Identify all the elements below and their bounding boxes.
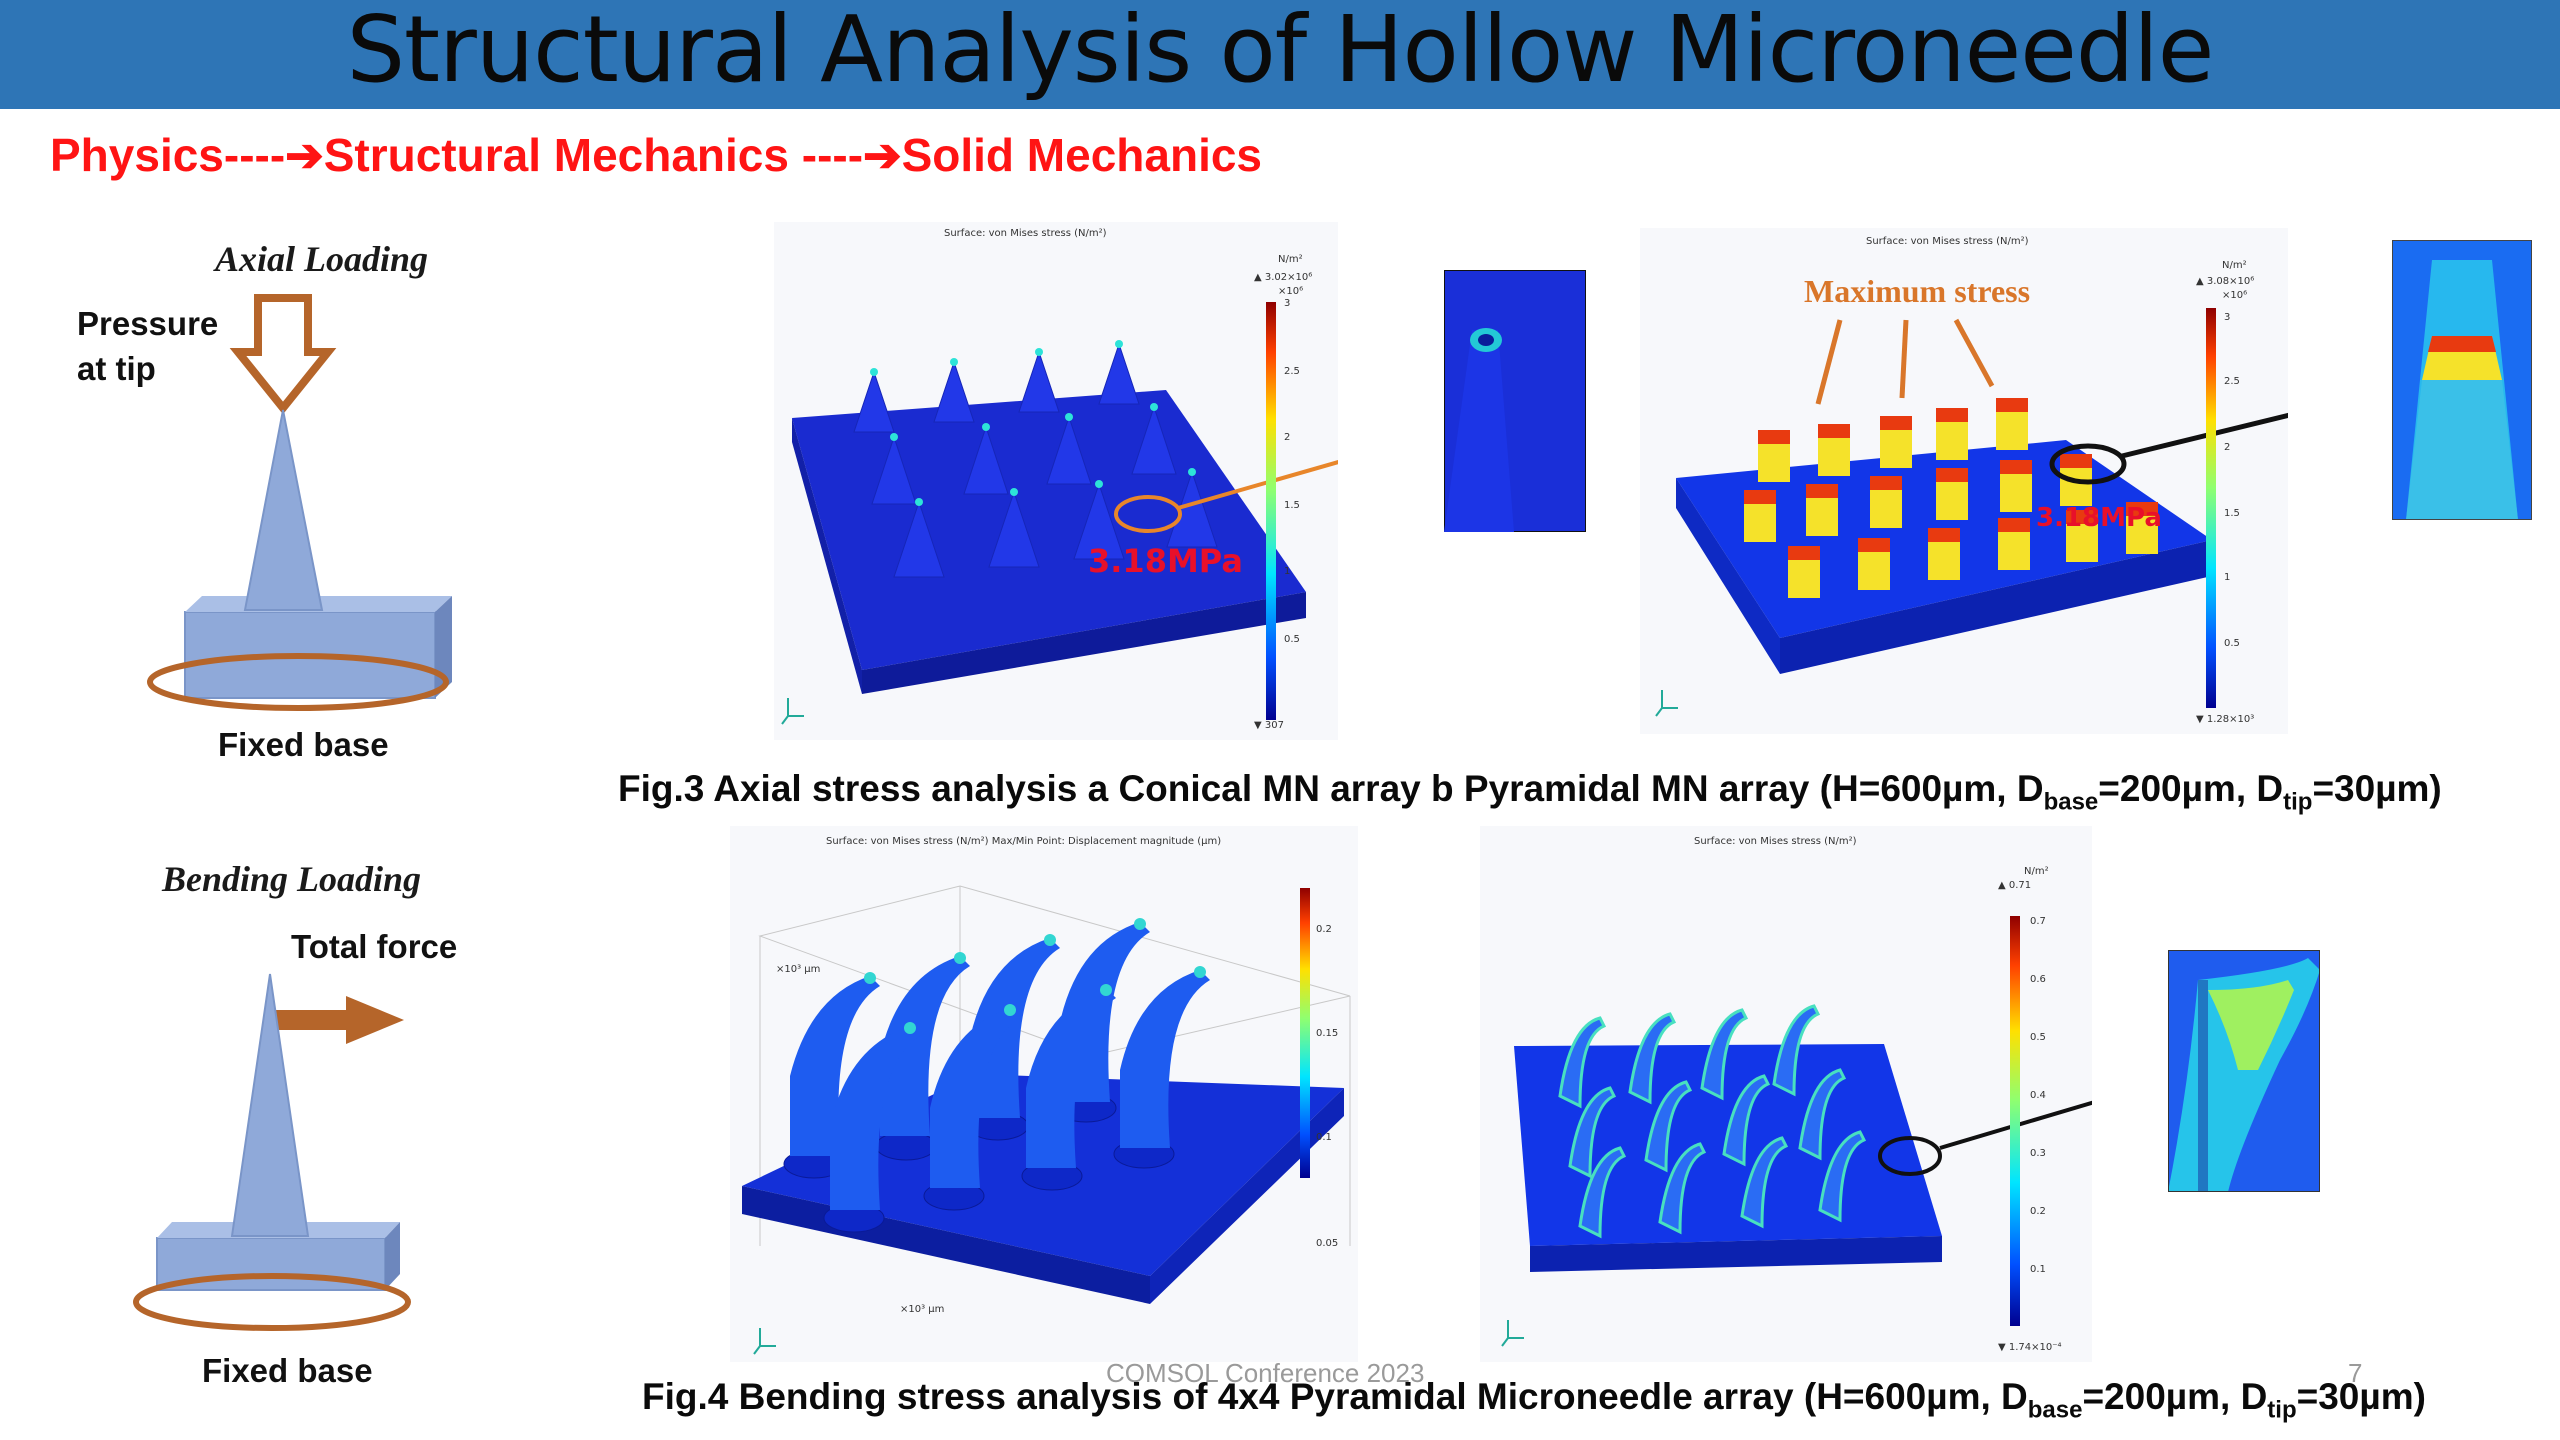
svg-text:1.5: 1.5 [2224,508,2240,519]
svg-text:▼ 307: ▼ 307 [1254,720,1284,731]
svg-text:×10³ µm: ×10³ µm [900,1304,944,1315]
svg-text:▲ 0.71: ▲ 0.71 [1998,880,2031,891]
breadcrumb: Physics----➔Structural Mechanics ----➔So… [50,128,1262,182]
axial-loading-heading: Axial Loading [215,239,429,279]
fig4b-bending-pyramidal-plot: Surface: von Mises stress (N/m²) N/m² ▲ … [1480,826,2092,1362]
fixed-base-ring [133,1273,411,1331]
pressure-label: Pressure [77,305,219,342]
svg-text:1: 1 [1284,566,1290,577]
svg-text:2: 2 [1284,432,1290,443]
bending-needle-diagram [133,973,411,1331]
svg-text:N/m²: N/m² [2222,260,2247,271]
svg-text:0.3: 0.3 [2030,1148,2046,1159]
page-number: 7 [2348,1358,2363,1388]
fig4b-zoom-inset [2168,950,2320,1192]
max-stress-highlight [1878,1136,1942,1176]
svg-text:2.5: 2.5 [2224,376,2240,387]
bent-needles [790,922,1210,1210]
svg-text:▲ 3.02×10⁶: ▲ 3.02×10⁶ [1254,272,1312,283]
fig4a-bending-array-plot: Surface: von Mises stress (N/m²) Max/Min… [730,826,1358,1362]
svg-text:0.05: 0.05 [1316,1238,1338,1249]
slide-title: Structural Analysis of Hollow Microneedl… [346,0,2215,103]
svg-text:▲ 3.08×10⁶: ▲ 3.08×10⁶ [2196,276,2254,287]
max-stress-highlight [2049,443,2127,485]
fixed-base-ring [147,653,449,711]
svg-text:2: 2 [2224,442,2230,453]
breadcrumb-solid-mechanics: Solid Mechanics [901,129,1263,181]
fig4b-plot-title: Surface: von Mises stress (N/m²) [1694,836,1857,847]
svg-text:×10⁶: ×10⁶ [1278,286,1303,297]
fig3a-plot-title: Surface: von Mises stress (N/m²) [944,228,1107,239]
axis-triad-icon [781,698,804,725]
arrow-right-icon: ➔ [285,129,324,181]
bent-pyramid-needles [1558,1004,1867,1239]
pyramid-needles [1744,398,2158,598]
fig3b-plot-title: Surface: von Mises stress (N/m²) [1866,236,2029,247]
svg-text:0.5: 0.5 [2224,638,2240,649]
fig4a-plot-title: Surface: von Mises stress (N/m²) Max/Min… [826,836,1221,847]
fig3-caption: Fig.3 Axial stress analysis a Conical MN… [618,768,2442,816]
breadcrumb-physics: Physics---- [50,129,286,181]
arrow-right-icon: ➔ [863,129,902,181]
svg-text:1.5: 1.5 [1284,500,1300,511]
svg-text:0.5: 0.5 [1284,634,1300,645]
svg-text:1: 1 [2224,572,2230,583]
fig4-caption: Fig.4 Bending stress analysis of 4x4 Pyr… [642,1376,2426,1424]
breadcrumb-structural-mechanics: Structural Mechanics ---- [323,129,864,181]
svg-text:0.7: 0.7 [2030,916,2046,927]
svg-text:2.5: 2.5 [1284,366,1300,377]
svg-text:×10⁶: ×10⁶ [2222,290,2247,301]
annotation-arrows [1815,318,1995,405]
fig3a-zoom-inset [1444,270,1586,532]
svg-text:N/m²: N/m² [2024,866,2049,877]
svg-text:N/m²: N/m² [1278,254,1303,265]
svg-text:3: 3 [2224,312,2230,323]
svg-text:▼ 1.28×10³: ▼ 1.28×10³ [2196,714,2254,725]
total-force-label: Total force [291,928,458,965]
svg-text:0.5: 0.5 [2030,1032,2046,1043]
maximum-stress-annotation: Maximum stress [1804,273,2030,309]
axis-triad-icon [1655,690,1678,717]
fig3a-conical-array-plot: Surface: von Mises stress (N/m²) 3.18MPa… [774,222,1338,740]
axis-triad-icon [753,1328,776,1355]
fig3b-pyramidal-array-plot: Surface: von Mises stress (N/m²) Maximum… [1640,228,2288,734]
axial-fixed-base-label: Fixed base [218,726,389,763]
svg-text:0.1: 0.1 [2030,1264,2046,1275]
svg-text:0.1: 0.1 [1316,1132,1332,1143]
svg-text:×10³ µm: ×10³ µm [776,964,820,975]
down-arrow-icon [229,294,337,415]
svg-text:0.6: 0.6 [2030,974,2046,985]
max-stress-highlight [1114,495,1182,533]
svg-text:0.15: 0.15 [1316,1028,1338,1039]
bending-fixed-base-label: Fixed base [202,1352,373,1389]
axis-triad-icon [1501,1320,1524,1347]
bending-loading-heading: Bending Loading [162,859,422,899]
conference-footer: COMSOL Conference 2023 [1106,1358,1425,1388]
svg-text:0.4: 0.4 [2030,1090,2046,1101]
fig3b-zoom-inset [2392,240,2532,520]
svg-text:▼ 1.74×10⁻⁴: ▼ 1.74×10⁻⁴ [1998,1342,2062,1353]
right-arrow-icon [268,996,404,1044]
svg-text:3: 3 [1284,298,1290,309]
fig3b-stress-value: 3.18MPa [2036,503,2162,533]
pressure-label-tip: at tip [77,350,156,387]
axial-needle-diagram [147,294,452,711]
title-bar [0,0,2560,109]
svg-text:0.2: 0.2 [1316,924,1332,935]
svg-text:0.2: 0.2 [2030,1206,2046,1217]
fig3a-stress-value: 3.18MPa [1088,542,1243,580]
